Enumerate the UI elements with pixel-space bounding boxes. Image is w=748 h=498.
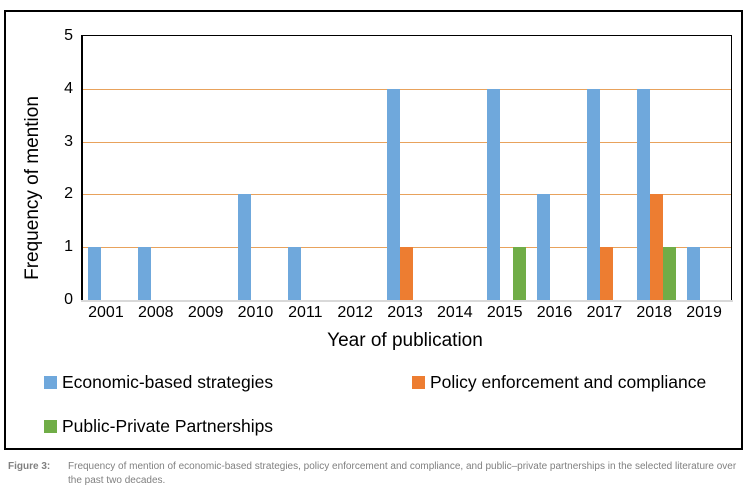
gridline-y3 (83, 141, 731, 143)
x-tick-label-2001: 2001 (88, 304, 124, 321)
x-axis-ticks: 2001 2008 2009 2010 2011 2012 2013 2014 2015 2016… (81, 304, 729, 322)
x-tick-label-2019: 2019 (686, 304, 722, 321)
bar-2018-policy (649, 194, 663, 300)
bar-2019-economic-based (686, 247, 700, 300)
figure-caption-text: Frequency of mention of economic-based s… (68, 461, 737, 486)
bars-container (83, 36, 731, 300)
legend-label: Public-Private Partnerships (62, 416, 274, 436)
legend-swatch-green (44, 420, 57, 433)
legend-item-ppp: Public-Private Partnerships (44, 416, 273, 437)
y-tick-label-4: 4 (64, 79, 73, 97)
legend-swatch-blue (44, 376, 57, 389)
bar-group-2019 (681, 36, 731, 300)
x-tick-label-2014: 2014 (437, 304, 473, 321)
x-axis-title: Year of publication (327, 330, 483, 351)
bar-2018-public-private (662, 247, 676, 300)
x-tick-label-2015: 2015 (486, 304, 523, 321)
x-tick-label-2008: 2008 (137, 304, 174, 321)
gridline-y4 (83, 88, 731, 90)
bar-2017-policy (599, 247, 613, 300)
bar-group-2016 (532, 36, 582, 300)
x-tick-label-2018: 2018 (636, 304, 672, 321)
x-tick-label-2016: 2016 (536, 304, 573, 321)
y-tick-label-3: 3 (64, 132, 73, 150)
legend-item-economic: Economic-based strategies (44, 372, 273, 393)
bar-2008-economic-based (138, 247, 152, 300)
bar-group-2014 (432, 36, 482, 300)
bar-group-2013 (382, 36, 432, 300)
x-tick-label-2011: 2011 (288, 304, 323, 321)
figure-caption-label: Figure 3: (8, 461, 51, 472)
legend-item-policy: Policy enforcement and compliance (412, 372, 706, 393)
figure-caption: Figure 3: Frequency of mention of econom… (8, 460, 742, 488)
y-tick-label-2: 2 (64, 185, 73, 203)
legend-label: Policy enforcement and compliance (430, 372, 707, 392)
x-tick-label-2017: 2017 (586, 304, 623, 321)
legend-label: Economic-based strategies (62, 372, 274, 392)
bar-2015-economic-based (487, 88, 501, 300)
y-tick-label-1: 1 (64, 238, 73, 256)
bar-2015-public-private (513, 247, 527, 300)
bar-2018-economic-based (636, 88, 650, 300)
bar-group-2011 (282, 36, 332, 300)
x-tick-label-2009: 2009 (187, 304, 224, 321)
y-tick-label-0: 0 (64, 291, 73, 308)
bar-2013-policy (400, 247, 414, 300)
bar-2010-economic-based (237, 194, 251, 300)
bar-group-2017 (581, 36, 631, 300)
x-tick-label-2010: 2010 (237, 304, 274, 321)
bar-group-2001 (83, 36, 133, 300)
x-tick-label-2013: 2013 (387, 304, 423, 321)
x-tick-label-2012: 2012 (337, 304, 373, 321)
bar-2001-economic-based (88, 247, 102, 300)
y-tick-label-5: 5 (64, 27, 73, 44)
bar-group-2008 (133, 36, 183, 300)
bar-group-2009 (183, 36, 233, 300)
bar-2017-economic-based (586, 88, 600, 300)
gridline-y2 (83, 194, 731, 196)
legend-swatch-orange (412, 376, 425, 389)
bar-group-2010 (233, 36, 283, 300)
bar-2013-economic-based (387, 88, 401, 300)
bar-2011-economic-based (287, 247, 301, 300)
bar-group-2018 (631, 36, 681, 300)
bar-group-2015 (482, 36, 532, 300)
bar-2016-economic-based (537, 194, 551, 300)
x-axis-line (81, 300, 733, 302)
bar-group-2012 (332, 36, 382, 300)
